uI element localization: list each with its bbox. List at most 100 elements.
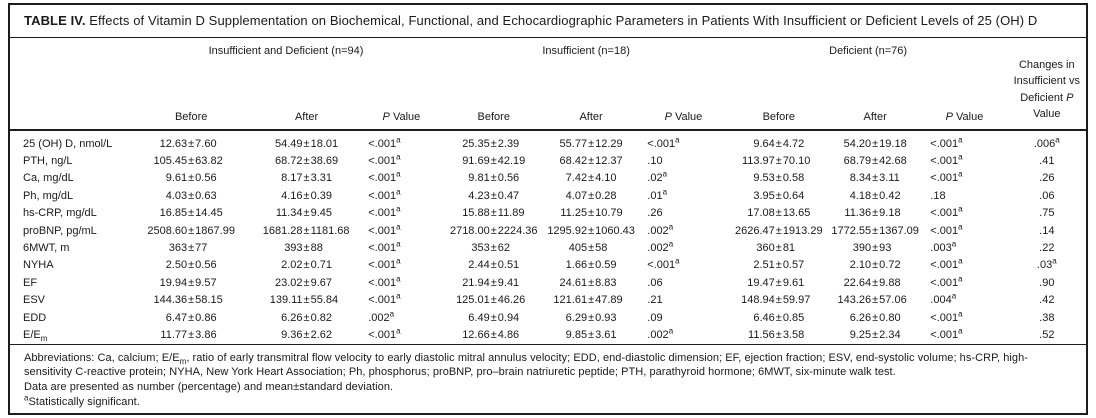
table-header: Insufficient and Deficient (n=94) Insuff… (10, 38, 1086, 130)
value-cell: 91.69 ±42.19 (462, 155, 526, 168)
p-value-cell: <.001a (930, 308, 963, 324)
parameter-label: ESV (23, 294, 46, 307)
value-cell: 11.25 ±10.79 (560, 207, 623, 220)
p-value-cell: <.001a (930, 256, 963, 272)
p-value-cell: <.001a (368, 291, 401, 307)
value-cell: 25.35 ±2.39 (462, 137, 520, 150)
change-p-value-cell: .52 (1039, 328, 1055, 341)
value-cell: 6.46 ±0.85 (753, 311, 805, 324)
parameter-label: EF (23, 276, 38, 289)
p-value-cell: <.001a (930, 221, 963, 237)
value-cell: 11.36 ±9.18 (844, 207, 901, 220)
table-body: 25 (OH) D, nmol/L 12.63 ±7.60 54.49 ±18.01 <.… (10, 130, 1086, 344)
value-cell: 12.63 ±7.60 (159, 137, 217, 150)
p-value-cell: .002a (647, 239, 674, 254)
p-value-cell: <.001a (930, 152, 963, 168)
before-header-1: Before (174, 110, 208, 123)
value-cell: 11.56 ±3.58 (748, 328, 805, 341)
value-cell: 148.94 ±59.97 (741, 294, 811, 307)
change-p-value-cell: .41 (1039, 155, 1055, 168)
value-cell: 3.95 ±0.64 (753, 189, 805, 202)
footnote-data-note: Data are presented as number (percentage… (24, 381, 394, 394)
p-value-header-3: P Value (945, 110, 984, 123)
p-value-cell: <.001a (930, 274, 963, 289)
p-value-cell: <.001a (368, 326, 401, 341)
table-container: TABLE IV. Effects of Vitamin D Supplemen… (8, 3, 1088, 415)
p-value-cell: <.001a (930, 326, 963, 341)
after-header-3: After (863, 110, 887, 123)
table-row: NYHA 2.50 ±0.56 2.02 ±0.71 <.001a 2.44 ±0.51 1.6… (10, 257, 1086, 274)
value-cell: 9.64 ±4.72 (753, 137, 805, 150)
parameter-label: Ph, mg/dL (23, 189, 74, 202)
value-cell: 113.97 ±70.10 (741, 155, 811, 168)
value-cell: 121.61 ±47.89 (553, 294, 623, 307)
value-cell: 363 ±77 (168, 242, 208, 254)
table-row: 25 (OH) D, nmol/L 12.63 ±7.60 54.49 ±18.01 <.… (10, 130, 1086, 152)
parameter-label: proBNP, pg/mL (23, 224, 97, 237)
table-row: 6MWT, m 363 ±77 393 ±88 <.001a 353 ±62 405 ±58 .00… (10, 239, 1086, 256)
value-cell: 68.42 ±12.37 (559, 155, 623, 168)
p-value-cell: .18 (930, 189, 946, 202)
p-value-cell: <.001a (368, 135, 401, 150)
value-cell: 68.79 ±42.68 (843, 155, 907, 168)
value-cell: 8.17 ±3.31 (281, 172, 333, 185)
value-cell: 2.44 ±0.51 (468, 259, 520, 272)
value-cell: 139.11 ±55.84 (269, 294, 339, 307)
value-cell: 405 ±58 (568, 242, 608, 254)
sub-header-row: Before After P Value Before After P Valu… (10, 86, 1086, 130)
value-cell: 68.72 ±38.69 (275, 155, 339, 168)
p-value-cell: <.001a (368, 169, 401, 185)
value-cell: 105.45 ±63.82 (153, 155, 223, 168)
value-cell: 22.64 ±9.88 (843, 276, 901, 289)
value-cell: 55.77 ±12.29 (559, 137, 623, 150)
value-cell: 360 ±81 (756, 242, 796, 254)
p-value-cell: <.001a (368, 152, 401, 168)
changes-header-line1: Changes in (1018, 58, 1075, 71)
value-cell: 24.61 ±8.83 (559, 276, 617, 289)
change-p-value-cell: .75 (1039, 207, 1055, 220)
parameter-label: 25 (OH) D, nmol/L (23, 137, 113, 150)
footnote-abbreviations: Abbreviations: Ca, calcium; E/Em, ratio … (24, 351, 1028, 379)
change-p-value-cell: .14 (1039, 224, 1055, 237)
value-cell: 19.94 ±9.57 (159, 276, 217, 289)
p-value-cell: .06 (647, 276, 663, 289)
value-cell: 2.51 ±0.57 (753, 259, 805, 272)
value-cell: 2718.00 ±2224.36 (449, 224, 538, 237)
table-row: PTH, ng/L 105.45 ±63.82 68.72 ±38.69 <.001a 91… (10, 152, 1086, 169)
value-cell: 11.77 ±3.86 (160, 328, 217, 341)
value-cell: 125.01 ±46.26 (456, 294, 526, 307)
value-cell: 390 ±93 (852, 242, 892, 254)
p-value-header-1: P Value (382, 110, 421, 123)
changes-column-header: Changes in Insufficient vs Deficient P V… (1008, 38, 1086, 130)
group-header-insufficient-and-deficient: Insufficient and Deficient (n=94) (208, 44, 364, 57)
p-value-cell: .10 (647, 155, 663, 168)
p-value-cell: <.001a (368, 274, 401, 289)
table-number-label: TABLE IV. (24, 13, 86, 28)
parameter-label: EDD (23, 311, 47, 324)
change-p-value-cell: .38 (1039, 311, 1055, 324)
value-cell: 9.81 ±0.56 (468, 172, 520, 185)
change-p-value-cell: .26 (1039, 172, 1055, 185)
p-value-cell: <.001a (368, 239, 401, 254)
parameter-label: E/Em (23, 328, 48, 344)
value-cell: 6.47 ±0.86 (165, 311, 217, 324)
value-cell: 9.85 ±3.61 (565, 328, 617, 341)
value-cell: 1772.55 ±1367.09 (831, 224, 919, 237)
value-cell: 6.49 ±0.94 (468, 311, 520, 324)
p-value-cell: .01a (647, 187, 668, 202)
p-value-cell: <.001a (647, 135, 680, 150)
change-p-value-cell: .06 (1039, 189, 1055, 202)
value-cell: 9.36 ±2.62 (281, 328, 333, 341)
value-cell: 1295.92 ±1060.43 (547, 224, 635, 237)
table-row: ESV 144.36 ±58.15 139.11 ±55.84 <.001a 125.01 ±… (10, 291, 1086, 308)
group-header-row: Insufficient and Deficient (n=94) Insuff… (10, 38, 1086, 121)
table-row: hs-CRP, mg/dL 16.85 ±14.45 11.34 ±9.45 <.001a… (10, 205, 1086, 222)
value-cell: 2508.60 ±1867.99 (147, 224, 235, 237)
value-cell: 23.02 ±9.67 (275, 276, 333, 289)
p-value-cell: .09 (647, 311, 663, 324)
p-value-cell: .002a (647, 221, 674, 237)
value-cell: 6.29 ±0.93 (565, 311, 617, 324)
table-row: proBNP, pg/mL 2508.60 ±1867.99 1681.28 ±1181… (10, 222, 1086, 239)
before-header-2: Before (477, 110, 510, 123)
p-value-cell: .02a (647, 169, 668, 185)
